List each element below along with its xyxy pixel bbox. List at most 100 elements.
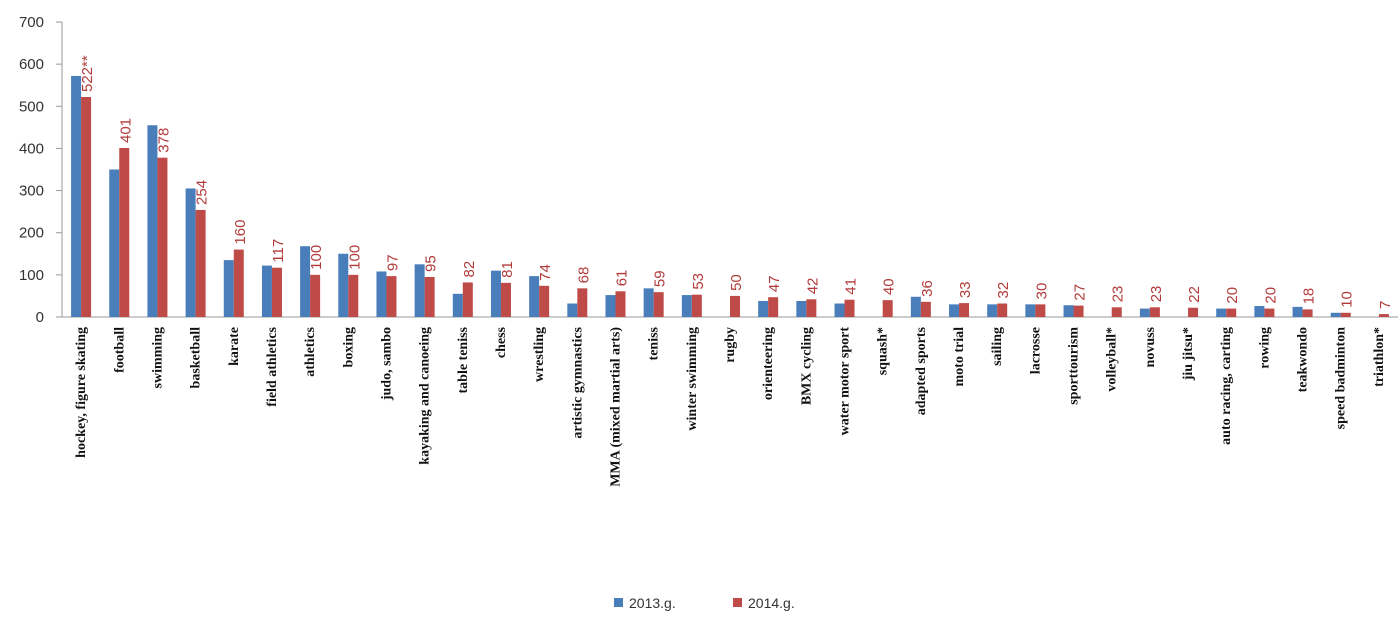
data-label: 82 [461, 261, 478, 278]
bar-2013 [490, 270, 501, 317]
data-label: 100 [346, 245, 363, 270]
category-label: adapted sports [914, 326, 929, 415]
legend: 2013.g. 2014.g. [614, 595, 795, 611]
data-label: 68 [575, 267, 592, 284]
category-label: sporttourism [1067, 327, 1082, 405]
bar-2014 [844, 299, 855, 317]
category-label: table teniss [456, 326, 471, 393]
bar-2014 [1302, 309, 1313, 317]
category-label: judo, sambo [379, 327, 394, 401]
bar-2014 [882, 300, 893, 317]
category-label: football [112, 327, 127, 373]
bar-2013 [338, 253, 349, 317]
bar-2013 [223, 260, 234, 317]
bar-2013 [1254, 306, 1265, 317]
category-label: basketball [189, 327, 204, 389]
data-label: 23 [1148, 286, 1165, 303]
data-label: 100 [308, 245, 325, 270]
bar-2014 [730, 295, 740, 317]
bar-2014 [233, 249, 244, 317]
category-label: triathlon* [1372, 327, 1387, 387]
category-label: novuss [1143, 326, 1158, 367]
bar-2013 [987, 304, 998, 317]
bar-2013 [71, 75, 82, 317]
category-label: swimming [150, 327, 165, 388]
bar-2013 [185, 188, 196, 317]
bar-2014 [462, 282, 473, 317]
category-label: sailing [990, 327, 1005, 366]
bar-2014 [691, 294, 702, 317]
bar-2013 [567, 303, 578, 317]
bar-2014 [81, 97, 92, 317]
bar-2014 [271, 267, 282, 317]
category-label: athletics [303, 326, 318, 376]
bar-2013 [1139, 308, 1150, 317]
bar-2013 [643, 288, 654, 317]
data-labels: 522** 401 378 254 160 117 100 100 97 95 82 81 74 68 61… [79, 55, 1394, 309]
data-label: 53 [690, 273, 707, 290]
bar-2014 [348, 274, 359, 317]
bars [71, 75, 1389, 317]
data-label: 401 [117, 118, 134, 143]
category-label: MMA (mixed martial arts) [608, 327, 623, 487]
category-label: auto racing, carting [1219, 327, 1234, 445]
data-label: 95 [423, 255, 440, 272]
bar-2014 [615, 291, 626, 317]
category-label: water motor sport [838, 327, 853, 436]
category-label: volleyball* [1105, 327, 1120, 392]
y-tick-label: 400 [19, 140, 44, 157]
category-label: orienteering [761, 327, 776, 400]
bar-2014 [1111, 307, 1122, 317]
bar-2014 [424, 276, 435, 317]
data-label: 22 [1186, 286, 1203, 303]
bar-2013 [1063, 305, 1074, 317]
bar-2013 [1330, 312, 1341, 317]
category-label: chess [494, 326, 509, 358]
category-label: kayaking and canoeing [418, 327, 433, 465]
data-label: 30 [1033, 283, 1050, 300]
data-label: 97 [384, 254, 401, 271]
category-label: boxing [341, 327, 356, 367]
legend-label: 2013.g. [629, 595, 676, 611]
y-tick-label: 500 [19, 98, 44, 115]
legend-label: 2014.g. [748, 595, 795, 611]
bar-2014 [1073, 305, 1084, 317]
bar-2014 [768, 297, 779, 317]
data-label: 254 [194, 180, 211, 205]
bar-2013 [949, 304, 960, 317]
y-tick-label: 300 [19, 183, 44, 200]
data-label: 20 [1262, 287, 1279, 304]
category-label: squash* [876, 327, 891, 375]
bar-2013 [1292, 306, 1303, 317]
bar-2014 [1188, 307, 1199, 317]
bar-2013 [605, 295, 616, 317]
data-label: 36 [919, 280, 936, 297]
bar-2014 [1340, 312, 1351, 317]
bar-2014 [959, 303, 970, 317]
category-label: karate [227, 327, 242, 366]
data-label: 42 [804, 278, 821, 295]
bar-2014 [119, 148, 130, 317]
bar-2013 [261, 265, 272, 317]
data-label: 41 [843, 278, 860, 295]
category-label: jiu jitsu* [1181, 327, 1196, 381]
bar-2014 [195, 209, 206, 317]
data-label: 33 [957, 281, 974, 298]
data-label: 160 [232, 220, 249, 245]
bar-2014 [577, 288, 588, 317]
category-labels: hockey, figure skating football swimming ba… [74, 326, 1387, 486]
legend-swatch [733, 598, 742, 607]
bar-2014 [1035, 304, 1046, 317]
y-tick-label: 0 [36, 309, 44, 326]
bar-2014 [653, 292, 664, 317]
data-label: 23 [1110, 286, 1127, 303]
category-label: winter swimming [685, 327, 700, 431]
bar-2014 [920, 301, 931, 317]
bar-2014 [1378, 314, 1389, 317]
bar-2013 [109, 169, 120, 317]
bar-2013 [758, 300, 769, 317]
data-label: 32 [995, 282, 1012, 299]
data-label: 20 [1224, 287, 1241, 304]
data-label: 378 [155, 128, 172, 153]
